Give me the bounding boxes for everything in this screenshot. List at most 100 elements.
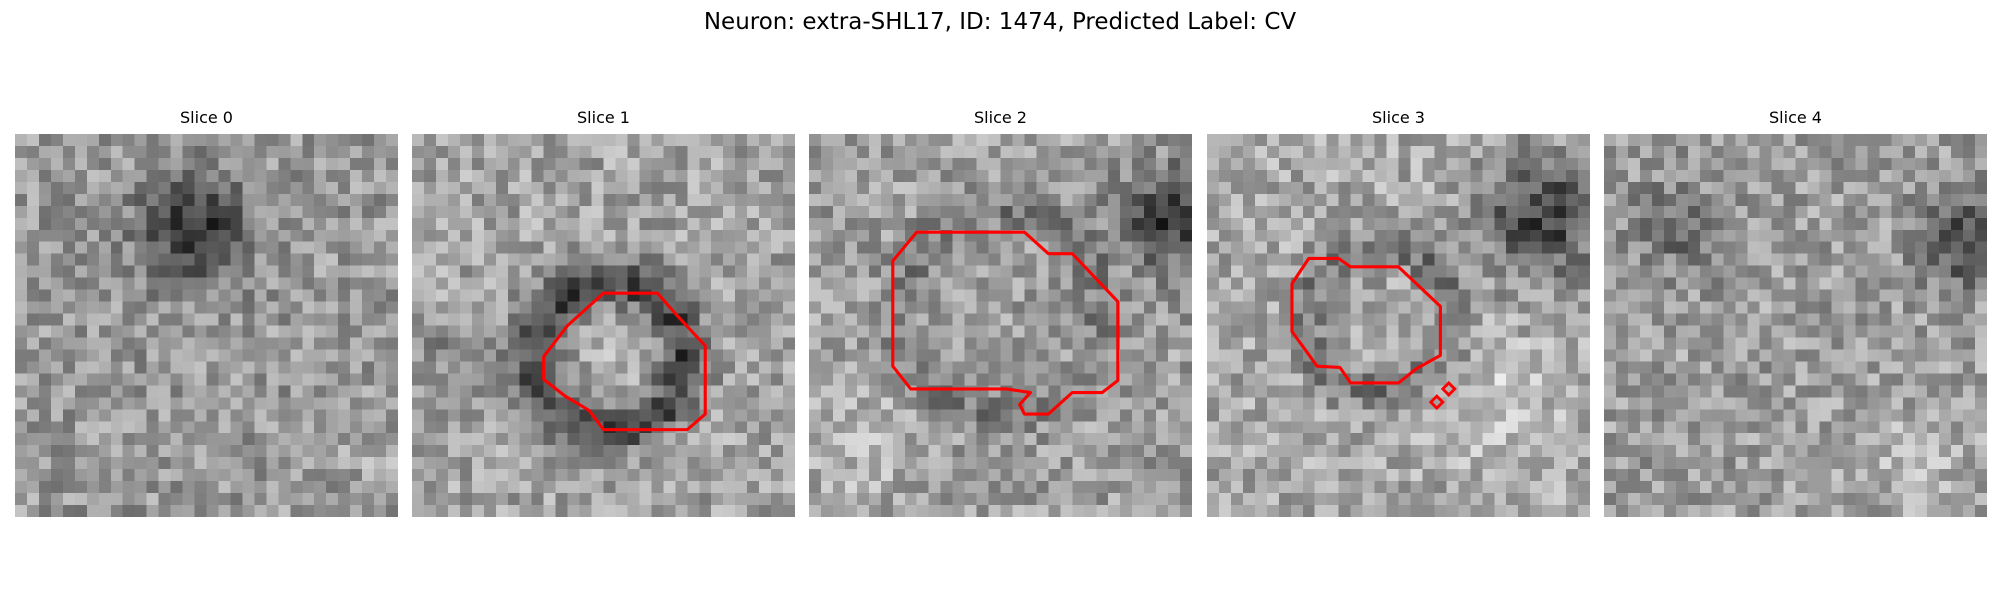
- pixel: [1855, 313, 1868, 326]
- pixel: [350, 265, 363, 278]
- pixel: [1084, 433, 1097, 446]
- pixel: [1338, 505, 1351, 517]
- pixel: [675, 145, 688, 159]
- pixel: [1604, 313, 1617, 326]
- pixel: [302, 493, 315, 506]
- pixel: [1338, 181, 1351, 195]
- pixel: [1723, 205, 1736, 219]
- pixel: [735, 265, 748, 278]
- pixel: [1831, 313, 1844, 326]
- pixel: [1338, 325, 1351, 338]
- pixel: [531, 325, 544, 338]
- pixel: [1735, 301, 1748, 314]
- pixel: [1723, 373, 1736, 386]
- pixel: [1072, 265, 1085, 278]
- pixel: [916, 241, 929, 254]
- pixel: [362, 493, 375, 506]
- pixel: [1012, 277, 1025, 290]
- pixel: [1542, 253, 1555, 266]
- pixel: [194, 169, 207, 183]
- pixel: [928, 361, 941, 374]
- pixel: [1651, 253, 1665, 266]
- pixel: [1723, 241, 1736, 254]
- pixel: [412, 385, 425, 398]
- pixel: [627, 265, 640, 278]
- pixel: [699, 277, 712, 290]
- pixel: [302, 349, 315, 362]
- pixel: [1627, 349, 1641, 362]
- pixel: [1048, 457, 1061, 470]
- pixel: [928, 169, 941, 183]
- pixel: [964, 349, 977, 362]
- pixel: [1398, 337, 1411, 350]
- pixel: [543, 397, 556, 410]
- pixel: [892, 277, 905, 290]
- pixel: [62, 134, 76, 147]
- pixel: [1386, 253, 1399, 266]
- pixel: [820, 493, 834, 506]
- pixel: [1627, 337, 1641, 350]
- pixel: [1386, 337, 1399, 350]
- pixel: [1036, 385, 1049, 398]
- pixel: [1120, 421, 1133, 434]
- pixel: [809, 481, 822, 494]
- pixel: [362, 229, 375, 242]
- pixel: [1338, 253, 1351, 266]
- pixel: [1072, 409, 1085, 422]
- pixel: [1663, 325, 1677, 338]
- pixel: [1675, 301, 1689, 314]
- pixel: [1096, 134, 1109, 147]
- pixel: [50, 205, 64, 219]
- pixel: [1771, 313, 1784, 326]
- pixel: [1747, 313, 1760, 326]
- pixel: [1675, 277, 1689, 290]
- pixel: [447, 397, 461, 410]
- pixel: [122, 505, 135, 517]
- pixel: [639, 433, 652, 446]
- pixel: [663, 481, 676, 494]
- pixel: [783, 397, 795, 410]
- pixel: [820, 481, 834, 494]
- pixel: [1012, 169, 1025, 183]
- pixel: [1506, 134, 1519, 147]
- pixel: [1386, 145, 1399, 159]
- pixel: [1747, 433, 1760, 446]
- pixel: [1506, 409, 1519, 422]
- pixel: [1156, 277, 1169, 290]
- pixel: [1975, 349, 1987, 362]
- pixel: [1410, 193, 1423, 207]
- pixel: [1350, 253, 1363, 266]
- pixel: [386, 373, 398, 386]
- pixel: [302, 217, 315, 230]
- pixel: [543, 169, 556, 183]
- pixel: [1048, 349, 1061, 362]
- pixel: [170, 181, 183, 195]
- pixel: [1759, 433, 1772, 446]
- pixel: [1855, 361, 1868, 374]
- pixel: [1290, 229, 1303, 242]
- pixel: [206, 409, 219, 422]
- pixel: [1446, 157, 1459, 171]
- pixel: [1144, 229, 1157, 242]
- pixel: [1627, 217, 1641, 230]
- pixel: [1951, 349, 1964, 362]
- pixel: [1278, 481, 1292, 494]
- pixel: [1290, 349, 1303, 362]
- pixel: [1578, 469, 1590, 482]
- pixel: [1446, 277, 1459, 290]
- pixel: [868, 361, 882, 374]
- pixel: [639, 265, 652, 278]
- pixel: [1807, 349, 1820, 362]
- pixel: [1891, 313, 1904, 326]
- pixel: [423, 361, 437, 374]
- pixel: [856, 457, 870, 470]
- pixel: [86, 421, 100, 434]
- pixel: [1639, 433, 1653, 446]
- pixel: [1915, 337, 1928, 350]
- pixel: [1578, 337, 1590, 350]
- pixel: [62, 505, 76, 517]
- pixel: [74, 505, 88, 517]
- pixel: [1578, 481, 1590, 494]
- pixel: [543, 481, 556, 494]
- pixel: [531, 481, 544, 494]
